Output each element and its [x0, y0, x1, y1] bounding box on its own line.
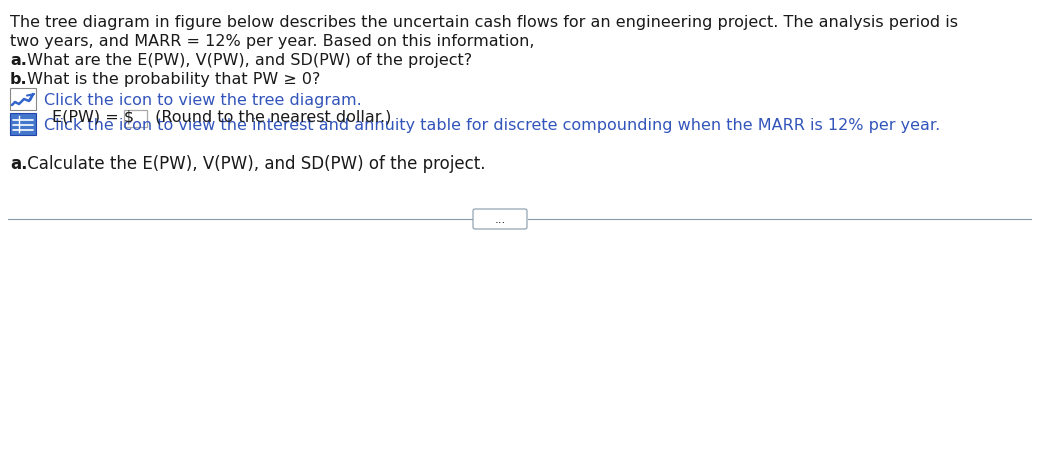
FancyBboxPatch shape: [124, 110, 146, 127]
Text: E(PW) = $: E(PW) = $: [52, 110, 134, 125]
Text: Click the icon to view the tree diagram.: Click the icon to view the tree diagram.: [44, 93, 362, 108]
Text: (Round to the nearest dollar.): (Round to the nearest dollar.): [150, 110, 392, 125]
Text: What is the probability that PW ≥ 0?: What is the probability that PW ≥ 0?: [22, 72, 320, 87]
Text: ...: ...: [495, 213, 506, 226]
Text: Calculate the E(PW), V(PW), and SD(PW) of the project.: Calculate the E(PW), V(PW), and SD(PW) o…: [22, 155, 485, 173]
FancyBboxPatch shape: [10, 114, 36, 136]
Text: b.: b.: [10, 72, 28, 87]
Text: two years, and MARR = 12% per year. Based on this information,: two years, and MARR = 12% per year. Base…: [10, 34, 534, 49]
FancyBboxPatch shape: [10, 89, 36, 111]
FancyBboxPatch shape: [473, 210, 527, 230]
Text: a.: a.: [10, 155, 27, 173]
Text: What are the E(PW), V(PW), and SD(PW) of the project?: What are the E(PW), V(PW), and SD(PW) of…: [22, 53, 472, 68]
Text: The tree diagram in figure below describes the uncertain cash flows for an engin: The tree diagram in figure below describ…: [10, 15, 958, 30]
Text: Click the icon to view the interest and annuity table for discrete compounding w: Click the icon to view the interest and …: [44, 118, 940, 133]
Text: a.: a.: [10, 53, 27, 68]
